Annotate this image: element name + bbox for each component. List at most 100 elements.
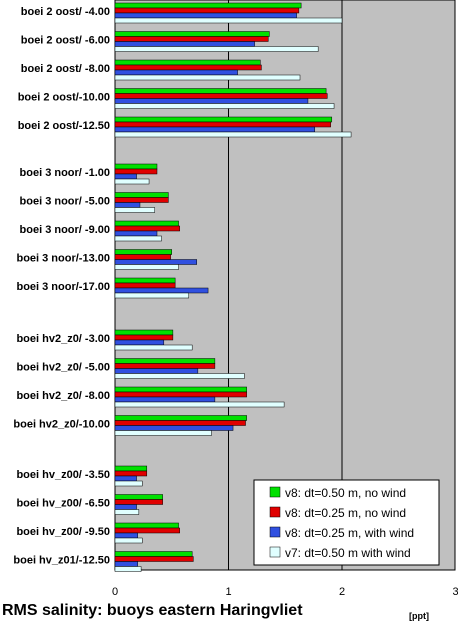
category-labels: boei 2 oost/ -4.00 boei 2 oost/ -6.00 boei… [13, 6, 110, 567]
tick-label: 0 [112, 586, 118, 598]
bar [114, 480, 143, 487]
category-label: boei 2 oost/ -6.00 [21, 35, 110, 47]
bar [114, 41, 255, 47]
bar [114, 499, 163, 505]
bar [114, 329, 174, 336]
bar [114, 415, 247, 421]
bar [114, 504, 137, 510]
bar [114, 249, 172, 255]
bar [114, 178, 150, 185]
category-label: boei hv_z00/ -6.50 [16, 498, 110, 510]
bar [114, 93, 328, 99]
category-label: boei hv2_z0/ -8.00 [16, 390, 110, 402]
bar [114, 522, 179, 529]
bar [114, 259, 197, 265]
bar [114, 282, 176, 289]
bar [114, 116, 333, 123]
bar [114, 527, 180, 534]
bar [114, 368, 199, 374]
bar [114, 373, 245, 379]
chart-title: RMS salinity: buoys eastern Haringvliet [2, 602, 303, 619]
bar [114, 363, 216, 369]
bar [114, 358, 216, 364]
bar [114, 396, 216, 403]
bar [114, 561, 138, 567]
bar [114, 287, 209, 294]
bar [114, 46, 319, 52]
bar [114, 254, 171, 260]
bars [114, 2, 352, 572]
legend-label: v8: dt=0.25 m, with wind [285, 526, 414, 540]
bar [114, 36, 269, 42]
x-tick-labels: 0 1 2 3 [112, 586, 458, 598]
bar [114, 126, 316, 133]
category-label: boei 2 oost/-12.50 [18, 120, 110, 132]
bar [114, 537, 143, 544]
bar [114, 230, 158, 237]
category-label: boei 3 noor/ -1.00 [20, 167, 110, 179]
category-label: boei hv_z00/ -3.50 [16, 469, 110, 481]
bar [114, 551, 193, 557]
bar [114, 12, 297, 19]
bar [114, 64, 262, 71]
category-label: boei hv2_z0/ -3.00 [16, 333, 110, 345]
tick-label: 2 [339, 586, 345, 598]
bar [114, 475, 137, 482]
bar [114, 7, 300, 14]
bar [114, 235, 162, 242]
category-label: boei hv_z00/ -9.50 [16, 526, 110, 538]
category-label: boei 2 oost/ -8.00 [21, 63, 110, 75]
legend-items: v8: dt=0.50 m, no wind v8: dt=0.25 m, no … [269, 486, 414, 560]
category-label: boei hv2_z0/ -5.00 [16, 362, 110, 374]
legend-swatch [269, 546, 281, 558]
bar [114, 344, 193, 351]
bar [114, 465, 148, 472]
bar [114, 509, 140, 515]
bar [114, 207, 155, 213]
category-label: boei hv_z01/-12.50 [13, 555, 110, 567]
bar [114, 173, 137, 180]
bar [114, 131, 352, 138]
tick-label: 3 [452, 586, 458, 598]
legend-swatch [269, 506, 281, 518]
category-label: boei 3 noor/ -5.00 [20, 196, 110, 208]
x-axis-unit-label: [ppt] [409, 611, 429, 621]
legend-box [253, 479, 440, 566]
bar [114, 470, 148, 477]
bar [114, 103, 335, 109]
bar [114, 74, 301, 81]
legend-label: v8: dt=0.25 m, no wind [285, 506, 406, 520]
bar [114, 532, 138, 539]
category-label: boei hv2_z0/-10.00 [13, 419, 110, 431]
bar [114, 163, 158, 170]
bar [114, 420, 246, 426]
bar [114, 556, 194, 562]
legend: v8: dt=0.50 m, no wind v8: dt=0.25 m, no … [253, 479, 440, 566]
bar [114, 494, 163, 500]
bar [114, 31, 270, 37]
bar [114, 59, 261, 66]
bar [114, 69, 238, 76]
category-label: boei 3 noor/-17.00 [16, 281, 110, 293]
bar [114, 98, 309, 104]
bar [114, 334, 174, 341]
category-label: boei 3 noor/ -9.00 [20, 224, 110, 236]
bar [114, 566, 142, 572]
bar [114, 197, 169, 203]
legend-swatch [269, 486, 281, 498]
bar [114, 17, 343, 24]
bar [114, 391, 247, 398]
bar [114, 192, 169, 198]
legend-label: v8: dt=0.50 m, no wind [285, 486, 406, 500]
bar [114, 168, 158, 175]
bar [114, 401, 285, 408]
bar [114, 88, 327, 94]
category-label: boei 3 noor/-13.00 [16, 253, 110, 265]
tick-label: 1 [225, 586, 231, 598]
bar [114, 339, 165, 346]
bar [114, 277, 176, 284]
bar [114, 202, 141, 208]
bar [114, 430, 212, 436]
category-label: boei 2 oost/-10.00 [18, 92, 110, 104]
